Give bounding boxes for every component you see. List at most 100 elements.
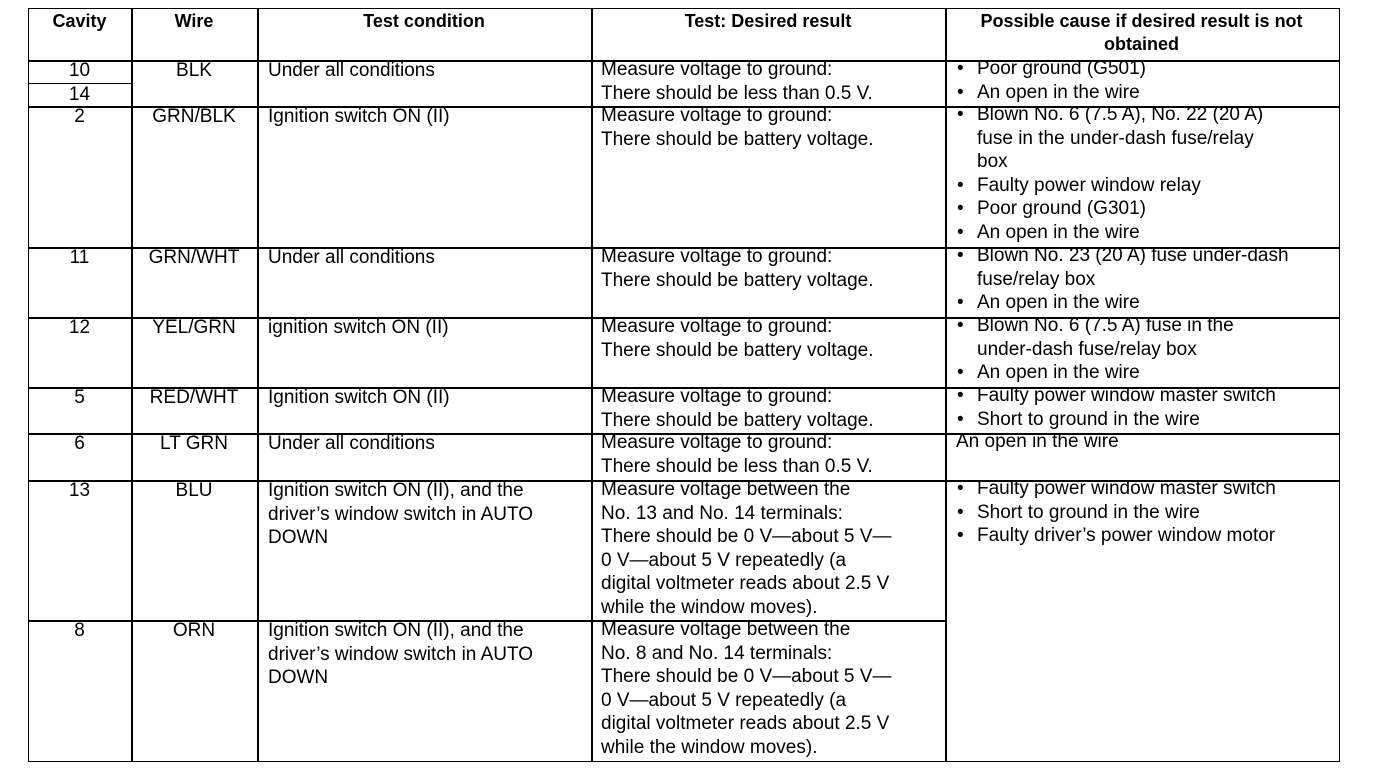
result: There should be battery voltage.: [601, 269, 874, 291]
cause: An open in the wire: [956, 431, 1119, 452]
bullet: •: [957, 245, 964, 266]
cavity-cell: [28, 60, 133, 108]
bullet: •: [957, 174, 964, 196]
result-cell: [591, 433, 947, 482]
cause: Short to ground in the wire: [977, 501, 1200, 523]
wire: GRN/WHT: [148, 247, 240, 268]
cavity-cell: [28, 106, 133, 249]
cause: An open in the wire: [977, 221, 1140, 243]
bullet: •: [957, 104, 964, 125]
bullet: •: [957, 501, 964, 523]
header-cell: [131, 8, 259, 62]
cause: Blown No. 23 (20 A) fuse under-dash: [977, 245, 1289, 266]
header-text: Possible cause if desired result is not: [980, 11, 1303, 31]
result: There should be 0 V—about 5 V—: [601, 666, 892, 687]
bullet: •: [957, 81, 964, 103]
wire-cell: [131, 106, 259, 249]
condition: driver’s window switch in AUTO: [268, 643, 534, 665]
header-text: Cavity: [52, 11, 107, 31]
wire: GRN/BLK: [152, 106, 236, 127]
result: while the window moves).: [601, 596, 818, 618]
cavity: 6: [74, 433, 85, 454]
result: Measure voltage between the: [601, 619, 851, 640]
bullet: •: [957, 525, 964, 546]
condition: driver’s window switch in AUTO: [268, 503, 534, 525]
result: digital voltmeter reads about 2.5 V: [601, 573, 890, 594]
condition-cell: [257, 387, 593, 435]
header-text: Test: Desired result: [684, 11, 852, 31]
cause: Short to ground in the wire: [977, 408, 1200, 430]
cause: Faulty power window master switch: [977, 478, 1276, 499]
result: There should be less than 0.5 V.: [601, 455, 873, 477]
condition: Under all conditions: [268, 60, 435, 81]
bullet: •: [957, 58, 964, 79]
bullet: •: [957, 362, 964, 383]
wire: LT GRN: [160, 433, 228, 454]
cause: Poor ground (G301): [977, 198, 1146, 219]
cause-cell: [945, 317, 1340, 389]
cavity-cell: [28, 317, 133, 389]
cavity-cell: [28, 387, 133, 435]
result: Measure voltage between the: [601, 479, 851, 500]
cause-cell: [945, 106, 1340, 249]
result-cell: [591, 480, 947, 622]
result: Measure voltage to ground:: [601, 59, 833, 80]
result: Measure voltage to ground:: [601, 316, 833, 337]
bullet: •: [957, 478, 964, 499]
condition-cell: [257, 620, 593, 762]
header-cell: [257, 8, 593, 62]
cavity: 12: [68, 317, 91, 338]
result: 0 V—about 5 V repeatedly (a: [601, 549, 847, 571]
condition: DOWN: [268, 667, 329, 688]
wire: RED/WHT: [149, 387, 239, 408]
condition-cell: [257, 247, 593, 319]
result-cell: [591, 106, 947, 249]
wire: BLK: [176, 60, 212, 81]
bullet: •: [957, 198, 964, 219]
cause: box: [977, 151, 1008, 172]
header-text: obtained: [1104, 34, 1179, 54]
wire-cell: [131, 480, 259, 622]
condition: ignition switch ON (II): [268, 317, 449, 338]
result: There should be battery voltage.: [601, 128, 874, 150]
condition-cell: [257, 106, 593, 249]
result: There should be less than 0.5 V.: [601, 82, 873, 104]
result: Measure voltage to ground:: [601, 386, 833, 407]
header-text: Test condition: [363, 11, 485, 31]
header-cell: [945, 8, 1340, 62]
condition: Under all conditions: [268, 433, 435, 454]
header-cell: [28, 8, 133, 62]
wire: YEL/GRN: [152, 317, 236, 338]
condition-cell: [257, 433, 593, 482]
result: Measure voltage to ground:: [601, 432, 833, 453]
cause: Faulty power window relay: [977, 174, 1201, 196]
cause: under-dash fuse/relay box: [977, 338, 1197, 360]
cavity-cell: [28, 433, 133, 482]
cause-cell: [945, 433, 1340, 482]
result: There should be battery voltage.: [601, 409, 874, 431]
cavity-divider: [28, 82, 131, 84]
wire-cell: [131, 317, 259, 389]
wire-cell: [131, 433, 259, 482]
result: 0 V—about 5 V repeatedly (a: [601, 689, 847, 711]
cause: Faulty power window master switch: [977, 385, 1276, 406]
bullet: •: [957, 408, 964, 430]
wire: ORN: [172, 620, 216, 641]
cause: Poor ground (G501): [977, 58, 1146, 79]
condition-cell: [257, 60, 593, 108]
cavity-cell: [28, 620, 133, 762]
header-cell: [591, 8, 947, 62]
condition-cell: [257, 317, 593, 389]
condition: Ignition switch ON (II), and the: [268, 480, 524, 501]
cause: Faulty driver’s power window motor: [977, 525, 1276, 546]
cavity-cell: [28, 480, 133, 622]
header-text: Wire: [174, 11, 214, 31]
wire-cell: [131, 387, 259, 435]
cause-cell: [945, 60, 1340, 108]
result: There should be 0 V—about 5 V—: [601, 526, 892, 547]
cause: Blown No. 6 (7.5 A) fuse in the: [977, 315, 1234, 336]
condition: Ignition switch ON (II): [268, 387, 450, 408]
result: No. 8 and No. 14 terminals:: [601, 642, 833, 664]
bullet: •: [957, 315, 964, 336]
bullet: •: [957, 292, 964, 313]
